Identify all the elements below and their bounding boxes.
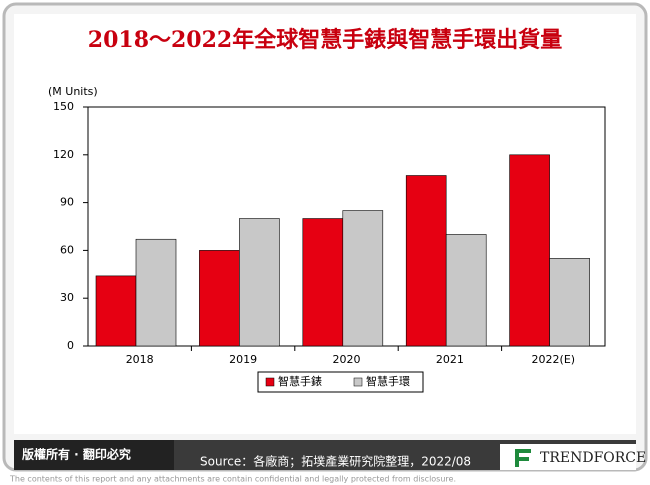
legend-label: 智慧手錶 [278,374,322,388]
legend-swatch [265,377,275,387]
legend [257,371,424,393]
x-tick-label: 2021 [436,353,464,366]
bar [549,258,590,347]
y-tick-label: 150 [53,100,74,113]
bar [302,218,344,347]
y-tick-label: 90 [60,196,74,209]
chart-title: 2018～2022年全球智慧手錶與智慧手環出貨量 [88,27,562,53]
y-tick-label: 0 [67,339,74,352]
brand: TRENDFORCE [540,450,646,466]
x-tick-label: 2019 [229,353,257,366]
bar [342,210,384,347]
bar [135,238,177,347]
source: Source：各廠商；拓墣產業研究院整理，2022/08 [200,454,471,469]
y-tick-label: 60 [60,243,74,256]
x-tick-label: 2020 [333,353,361,366]
bar [95,275,137,347]
footer-left [14,440,174,470]
x-tick-label: 2018 [126,353,154,366]
y-tick-label: 30 [60,291,74,304]
legend-label: 智慧手環 [366,374,410,388]
logo-icon [515,449,531,467]
bar [239,218,280,347]
bar [445,234,487,347]
rights: 版權所有 · 翻印必究 [22,447,131,462]
y-tick-label: 120 [53,148,74,161]
x-tick-label: 2022(E) [532,353,576,366]
bar [509,154,550,347]
y-axis-label: (M Units) [48,85,98,98]
disclaimer: The contents of this report and any atta… [9,475,456,484]
bar [405,175,447,347]
legend-swatch [353,377,363,387]
bar [199,250,240,347]
